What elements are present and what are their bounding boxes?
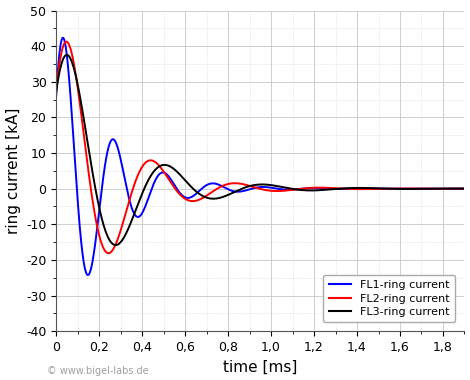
Text: © www.bigel-labs.de: © www.bigel-labs.de [47, 366, 149, 376]
Legend: FL1-ring current, FL2-ring current, FL3-ring current: FL1-ring current, FL2-ring current, FL3-… [323, 275, 455, 322]
X-axis label: time [ms]: time [ms] [223, 359, 298, 374]
Y-axis label: ring current [kA]: ring current [kA] [6, 108, 21, 234]
